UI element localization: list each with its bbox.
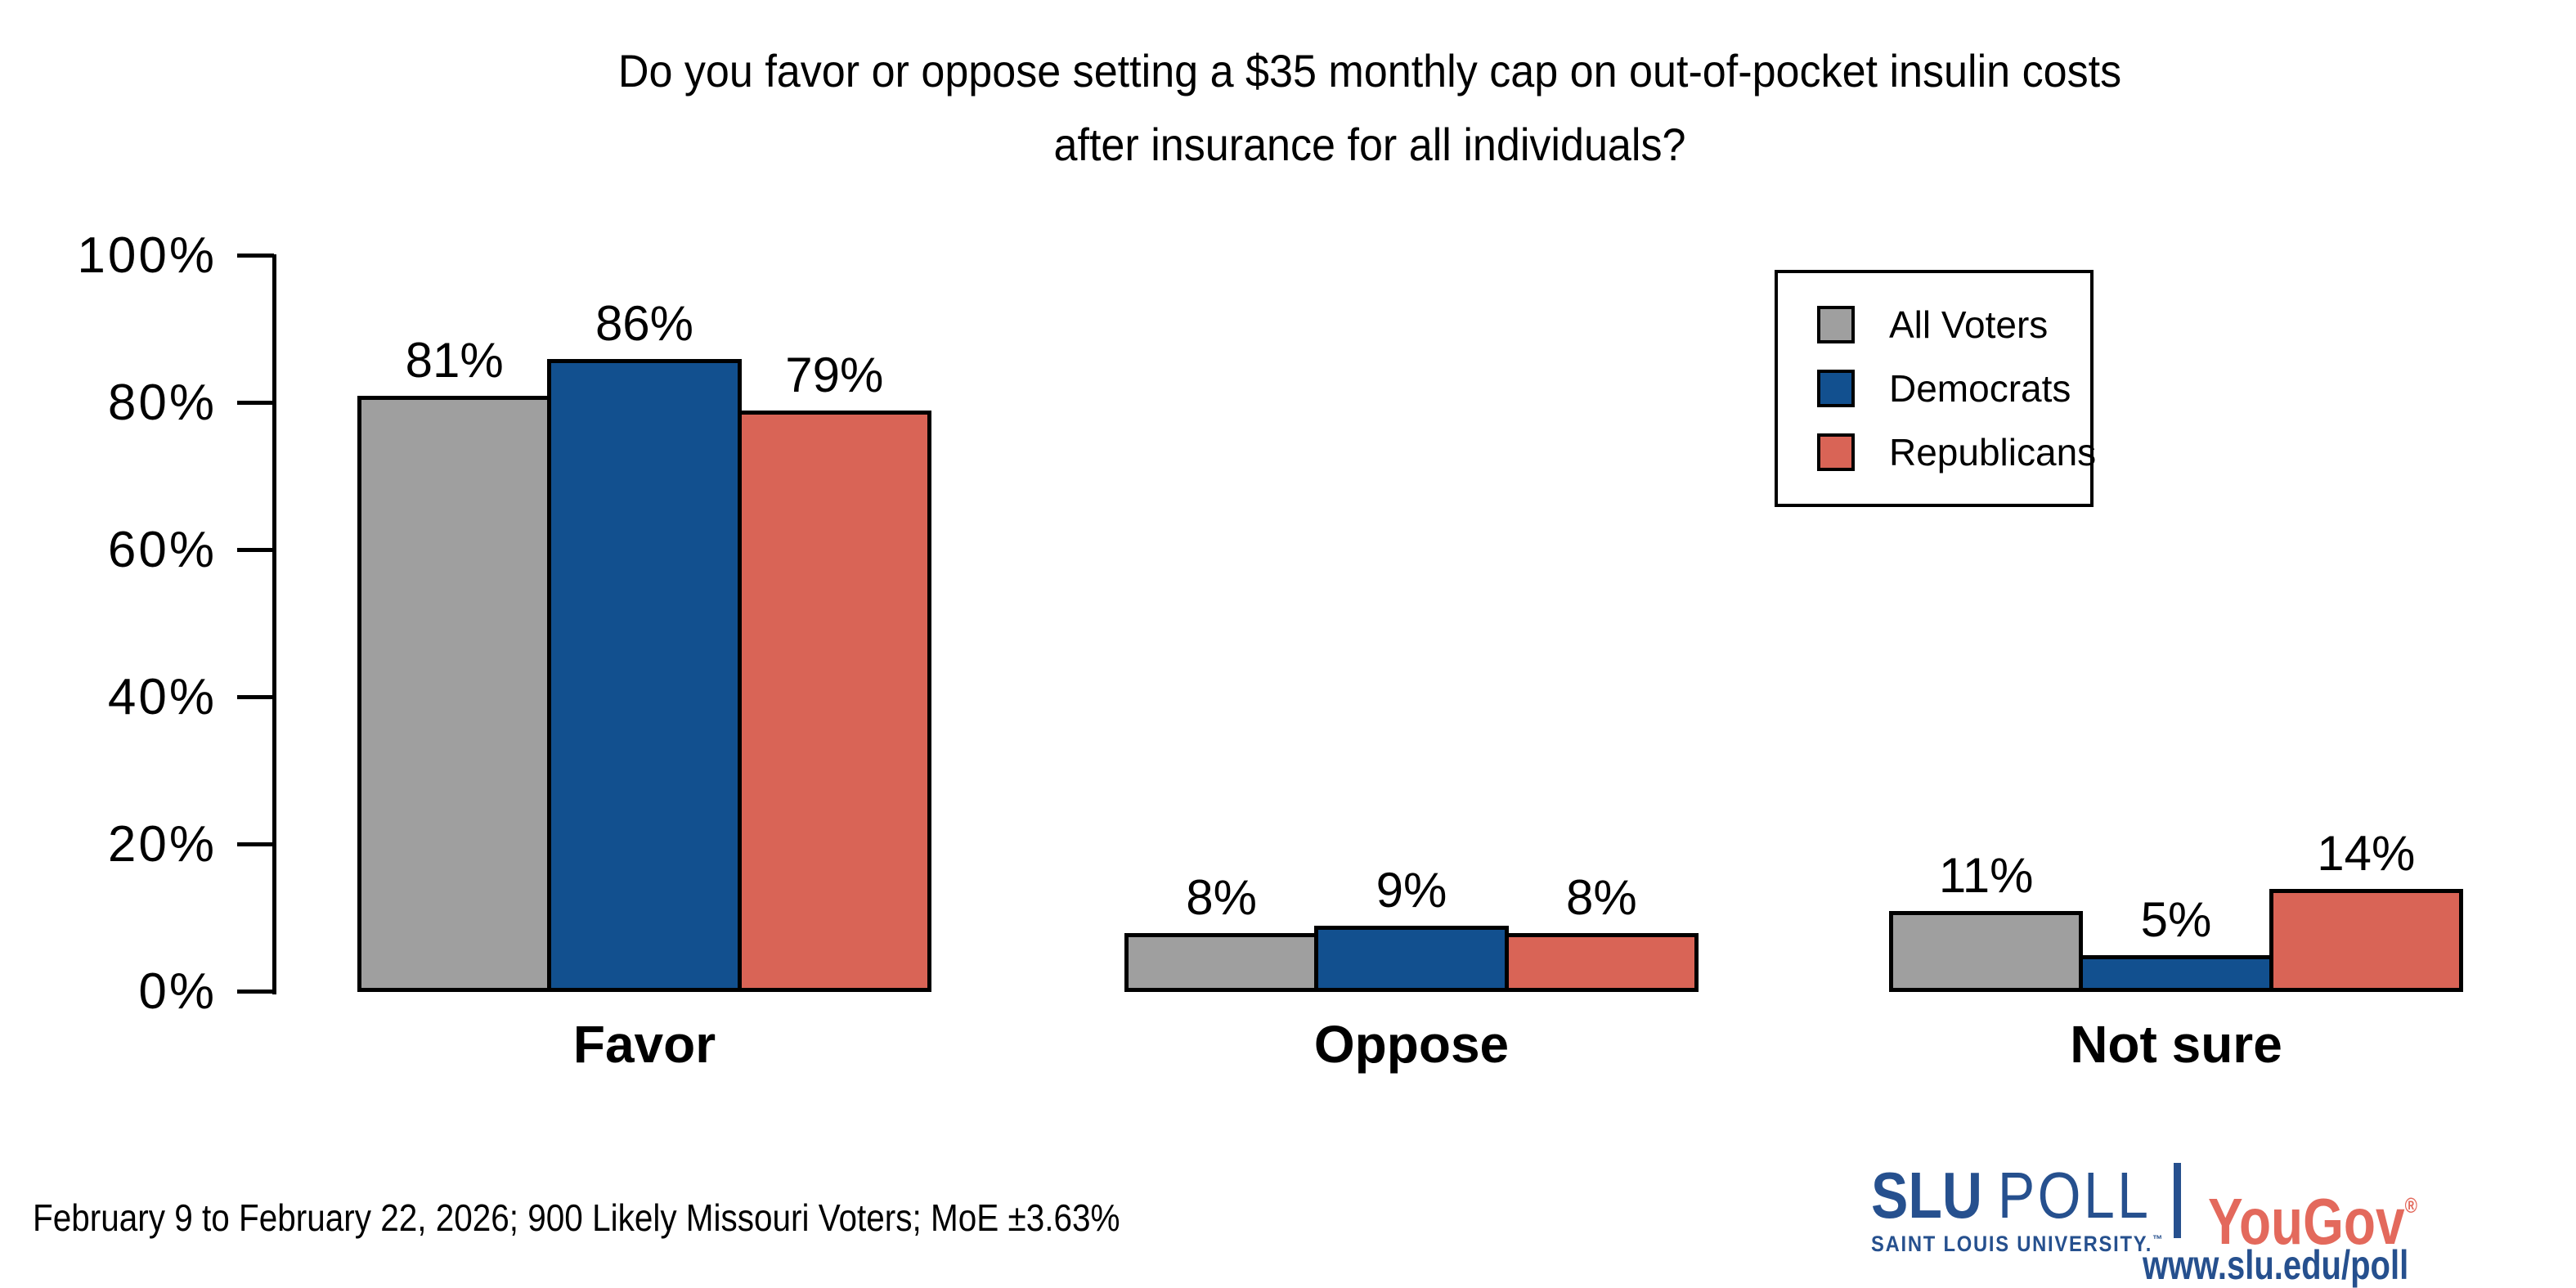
x-category-label-favor: Favor: [572, 1015, 716, 1074]
bar-value-label: 79%: [785, 348, 884, 402]
yougov-logo-text: YouGov: [2208, 1185, 2405, 1258]
bar-value-label: 81%: [405, 333, 504, 388]
legend-swatch-all-voters: [1817, 306, 1855, 343]
legend-label-all-voters: All Voters: [1889, 303, 2049, 346]
chart-title: Do you favor or oppose setting a $35 mon…: [276, 34, 2464, 182]
y-axis-spine: [272, 254, 276, 994]
chart-title-line2: after insurance for all individuals?: [1053, 119, 1686, 170]
bar-group-oppose: 8% 9% 8%: [1124, 256, 1699, 992]
bar-value-label: 14%: [2317, 826, 2416, 881]
bar-value-label: 9%: [1376, 863, 1447, 918]
slu-subtitle-text: SAINT LOUIS UNIVERSITY.: [1871, 1232, 2153, 1256]
y-tick-label-40: 40%: [107, 669, 217, 725]
y-tick-label-100: 100%: [77, 227, 217, 284]
bar-value-label: 86%: [595, 296, 694, 351]
bar-favor-all-voters: 81%: [357, 333, 552, 992]
registered-mark: ®: [2404, 1193, 2417, 1218]
x-category-label-not-sure: Not sure: [2070, 1015, 2282, 1074]
legend-item-democrats: Democrats: [1817, 366, 2090, 411]
slu-logo-word: SLU: [1871, 1159, 1982, 1232]
bar-oppose-all-voters: 8%: [1124, 870, 1319, 992]
logo-separator-bar: [2174, 1163, 2181, 1238]
bar-favor-democrats: 86%: [547, 296, 742, 992]
bar-group-favor: 81% 86% 79%: [357, 256, 931, 992]
legend: All Voters Democrats Republicans: [1775, 270, 2096, 507]
legend-item-republicans: Republicans: [1817, 430, 2096, 474]
chart-title-line1: Do you favor or oppose setting a $35 mon…: [617, 45, 2122, 96]
bar-oppose-democrats: 9%: [1314, 863, 1509, 992]
bar-group-not-sure: 11% 5% 14%: [1889, 256, 2463, 992]
y-tick-label-80: 80%: [107, 375, 217, 431]
y-axis-tick: [237, 548, 274, 552]
trademark-mark: ™: [2152, 1232, 2165, 1245]
legend-item-all-voters: All Voters: [1817, 303, 2090, 347]
slu-poll-url: www.slu.edu/poll: [2143, 1242, 2409, 1288]
legend-label-republicans: Republicans: [1889, 431, 2097, 473]
bar-not-sure-all-voters: 11%: [1889, 848, 2084, 992]
x-category-label-oppose: Oppose: [1313, 1015, 1510, 1074]
bar-favor-republicans: 79%: [737, 348, 931, 992]
bar-value-label: 8%: [1565, 870, 1637, 925]
bar-value-label: 11%: [1938, 848, 2034, 903]
y-axis-tick: [237, 254, 274, 258]
bar-value-label: 5%: [2140, 892, 2212, 947]
bar-value-label: 8%: [1186, 870, 1258, 925]
poll-logo-word: POLL: [1997, 1159, 2152, 1232]
y-axis-tick: [237, 990, 274, 994]
legend-swatch-republicans: [1817, 433, 1855, 471]
y-axis-tick: [237, 842, 274, 846]
slu-logo-subtitle: SAINT LOUIS UNIVERSITY.™: [1871, 1232, 2164, 1257]
methodology-note: February 9 to February 22, 2026; 900 Lik…: [33, 1196, 1120, 1239]
y-axis-tick: [237, 401, 274, 405]
bar-not-sure-democrats: 5%: [2079, 892, 2273, 992]
bar-oppose-republicans: 8%: [1504, 870, 1699, 992]
y-tick-label-60: 60%: [107, 522, 217, 578]
y-tick-label-20: 20%: [107, 816, 217, 873]
bar-not-sure-republicans: 14%: [2269, 826, 2463, 992]
legend-swatch-democrats: [1817, 370, 1855, 407]
y-axis-tick: [237, 695, 274, 699]
yougov-logo: YouGov®: [2208, 1171, 2417, 1256]
y-tick-label-0: 0%: [138, 963, 217, 1020]
slu-poll-logo: SLU POLL: [1871, 1161, 2151, 1230]
legend-label-democrats: Democrats: [1889, 367, 2071, 410]
